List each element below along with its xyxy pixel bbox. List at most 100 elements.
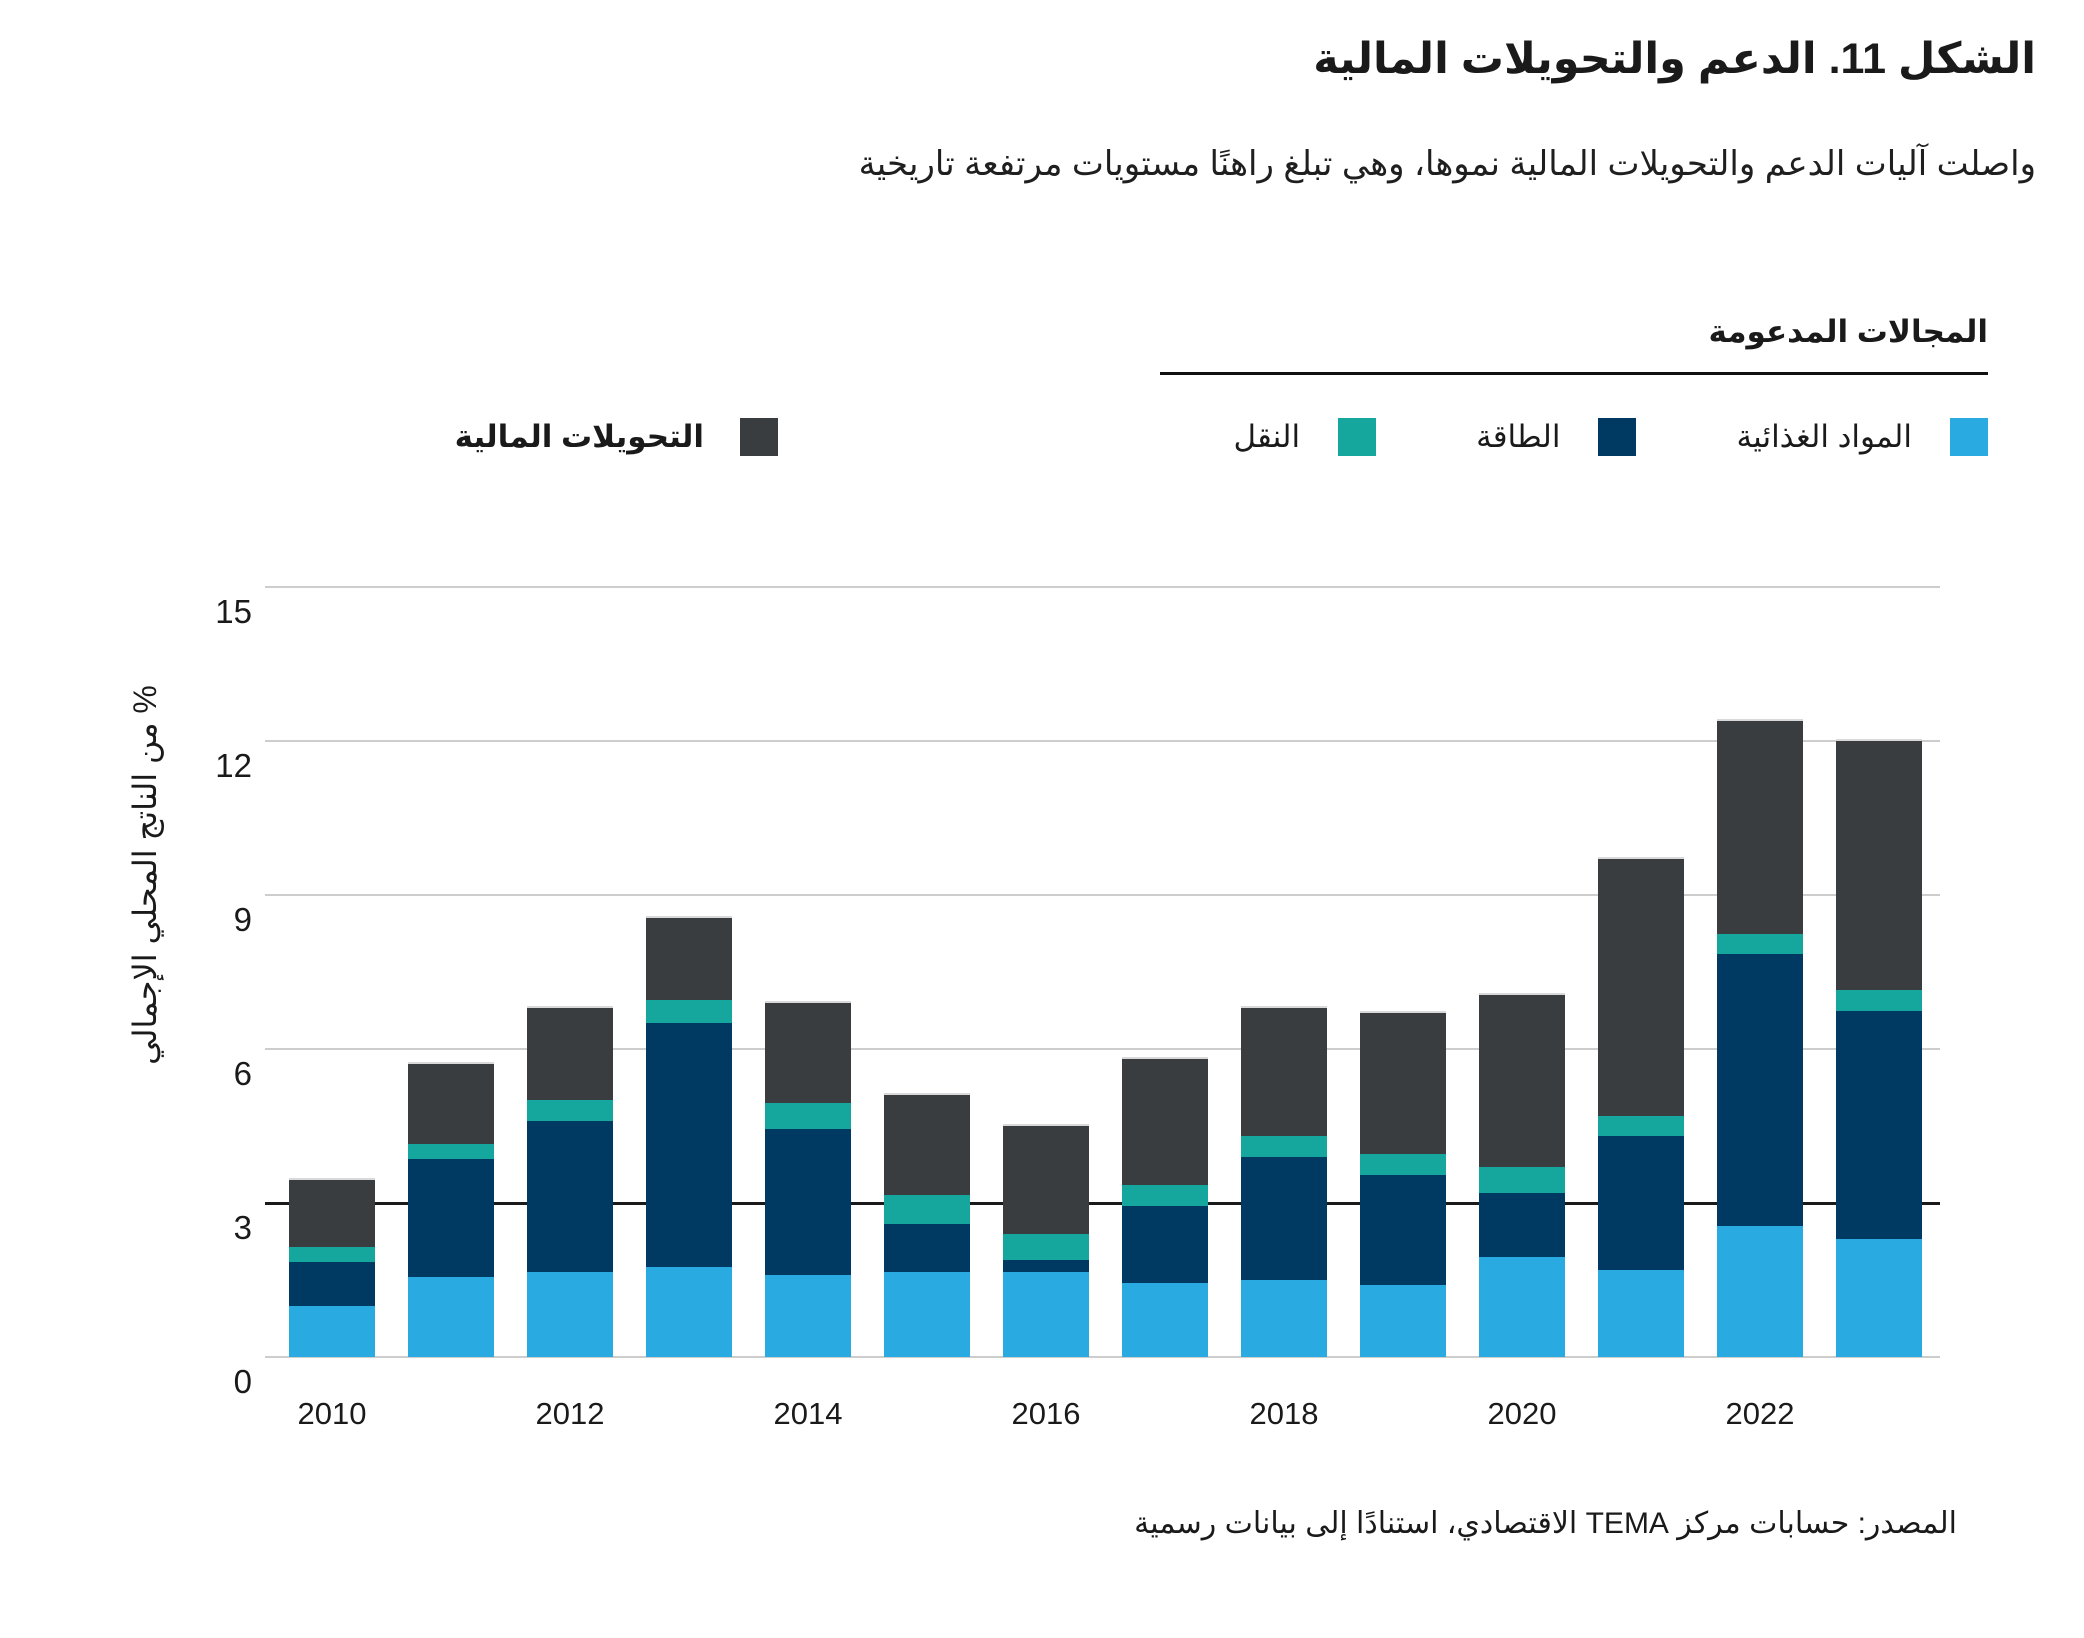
legend-item-transport: النقل xyxy=(1234,418,1377,456)
gridline-15 xyxy=(265,586,1940,588)
y-tick-label-9: 9 xyxy=(233,901,252,938)
bar-segment-2022 xyxy=(1717,1226,1803,1357)
legend-underline xyxy=(1160,372,1988,375)
y-tick-label-15: 15 xyxy=(215,593,252,630)
y-tick-label-6: 6 xyxy=(233,1055,252,1092)
legend-item-label: الطاقة xyxy=(1476,419,1561,454)
bar-segment-2019 xyxy=(1360,1174,1446,1286)
bar-segment-2014 xyxy=(765,1002,851,1103)
bar-segment-2013 xyxy=(646,1267,732,1357)
legend-supported-areas: المواد الغذائية الطاقة النقل xyxy=(1234,418,1988,456)
bar-segment-2022 xyxy=(1717,954,1803,1227)
bar-segment-2013 xyxy=(646,918,732,1001)
bar-2012 xyxy=(527,1008,613,1357)
x-tick-label-2020: 2020 xyxy=(1487,1396,1557,1431)
bar-segment-2022 xyxy=(1717,933,1803,955)
bar-segment-2023 xyxy=(1836,990,1922,1011)
bar-segment-2023 xyxy=(1836,1010,1922,1239)
legend-item-transfers: التحويلات المالية xyxy=(455,418,778,456)
gridline-12 xyxy=(265,740,1940,742)
bar-segment-2021 xyxy=(1598,1136,1684,1270)
bar-2020 xyxy=(1479,995,1565,1357)
bar-segment-2015 xyxy=(884,1272,970,1357)
food-swatch-icon xyxy=(1950,418,1988,456)
figure-subtitle: واصلت آليات الدعم والتحويلات المالية نمو… xyxy=(858,145,2036,183)
bar-segment-2012 xyxy=(527,1008,613,1101)
bar-segment-2018 xyxy=(1241,1156,1327,1280)
legend-item-energy: الطاقة xyxy=(1476,418,1637,456)
bar-segment-2017 xyxy=(1122,1282,1208,1357)
gridline-3 xyxy=(265,1202,1940,1205)
bar-segment-2018 xyxy=(1241,1008,1327,1137)
transfers-swatch-icon xyxy=(740,418,778,456)
bar-segment-2020 xyxy=(1479,995,1565,1168)
x-tick-label-2016: 2016 xyxy=(1011,1396,1081,1431)
bar-segment-2017 xyxy=(1122,1059,1208,1186)
bar-segment-2021 xyxy=(1598,1115,1684,1137)
gridline-0 xyxy=(265,1356,1940,1358)
x-tick-label-2022: 2022 xyxy=(1725,1396,1795,1431)
bar-segment-2021 xyxy=(1598,859,1684,1116)
bar-segment-2011 xyxy=(408,1064,494,1144)
bar-segment-2010 xyxy=(289,1246,375,1263)
bar-2011 xyxy=(408,1064,494,1357)
gridline-9 xyxy=(265,894,1940,896)
bar-2017 xyxy=(1122,1059,1208,1357)
source-note: المصدر: حسابات مركز TEMA الاقتصادي، استن… xyxy=(1134,1507,1957,1540)
bar-2023 xyxy=(1836,741,1922,1357)
legend-item-label: التحويلات المالية xyxy=(454,419,704,454)
plot-area xyxy=(265,586,1940,1358)
transport-swatch-icon xyxy=(1338,418,1377,456)
x-tick-label-2012: 2012 xyxy=(535,1396,605,1431)
bar-segment-2018 xyxy=(1241,1280,1327,1357)
bar-segment-2010 xyxy=(289,1180,375,1247)
bar-segment-2023 xyxy=(1836,741,1922,991)
bar-2019 xyxy=(1360,1013,1446,1357)
bar-segment-2015 xyxy=(884,1223,970,1273)
bar-segment-2017 xyxy=(1122,1205,1208,1283)
bar-segment-2013 xyxy=(646,1000,732,1024)
bar-segment-2013 xyxy=(646,1023,732,1268)
x-tick-label-2014: 2014 xyxy=(773,1396,843,1431)
bar-segment-2016 xyxy=(1003,1233,1089,1260)
bar-segment-2018 xyxy=(1241,1136,1327,1157)
legend-header: المجالات المدعومة xyxy=(1708,314,1988,349)
bar-2018 xyxy=(1241,1008,1327,1357)
y-tick-label-12: 12 xyxy=(215,747,252,784)
y-tick-label-0: 0 xyxy=(233,1363,252,1400)
bar-segment-2019 xyxy=(1360,1013,1446,1155)
bar-segment-2012 xyxy=(527,1272,613,1357)
bar-2010 xyxy=(289,1180,375,1357)
bar-segment-2017 xyxy=(1122,1185,1208,1206)
bar-2021 xyxy=(1598,859,1684,1357)
bar-segment-2011 xyxy=(408,1277,494,1357)
x-tick-label-2018: 2018 xyxy=(1249,1396,1319,1431)
y-axis-title: % من الناتج المحلي الإجمالي xyxy=(127,685,163,1065)
bar-segment-2010 xyxy=(289,1305,375,1357)
bar-segment-2010 xyxy=(289,1262,375,1306)
bar-2022 xyxy=(1717,720,1803,1357)
bar-segment-2022 xyxy=(1717,720,1803,934)
bar-segment-2016 xyxy=(1003,1259,1089,1273)
legend-item-label: النقل xyxy=(1233,419,1301,454)
x-tick-label-2010: 2010 xyxy=(297,1396,367,1431)
bar-segment-2012 xyxy=(527,1100,613,1121)
bar-segment-2021 xyxy=(1598,1269,1684,1357)
energy-swatch-icon xyxy=(1598,418,1637,456)
bar-segment-2014 xyxy=(765,1274,851,1357)
bar-segment-2019 xyxy=(1360,1154,1446,1175)
gridline-6 xyxy=(265,1048,1940,1050)
bar-segment-2019 xyxy=(1360,1285,1446,1357)
bar-segment-2011 xyxy=(408,1159,494,1278)
bar-segment-2016 xyxy=(1003,1272,1089,1357)
figure-title: الشكل 11. الدعم والتحويلات المالية xyxy=(1313,35,2036,83)
bar-segment-2012 xyxy=(527,1120,613,1273)
bar-2016 xyxy=(1003,1126,1089,1357)
bar-segment-2023 xyxy=(1836,1238,1922,1357)
bar-segment-2015 xyxy=(884,1195,970,1224)
legend-item-food: المواد الغذائية xyxy=(1736,418,1988,456)
y-tick-label-3: 3 xyxy=(233,1209,252,1246)
bar-2013 xyxy=(646,918,732,1357)
bar-segment-2020 xyxy=(1479,1192,1565,1257)
